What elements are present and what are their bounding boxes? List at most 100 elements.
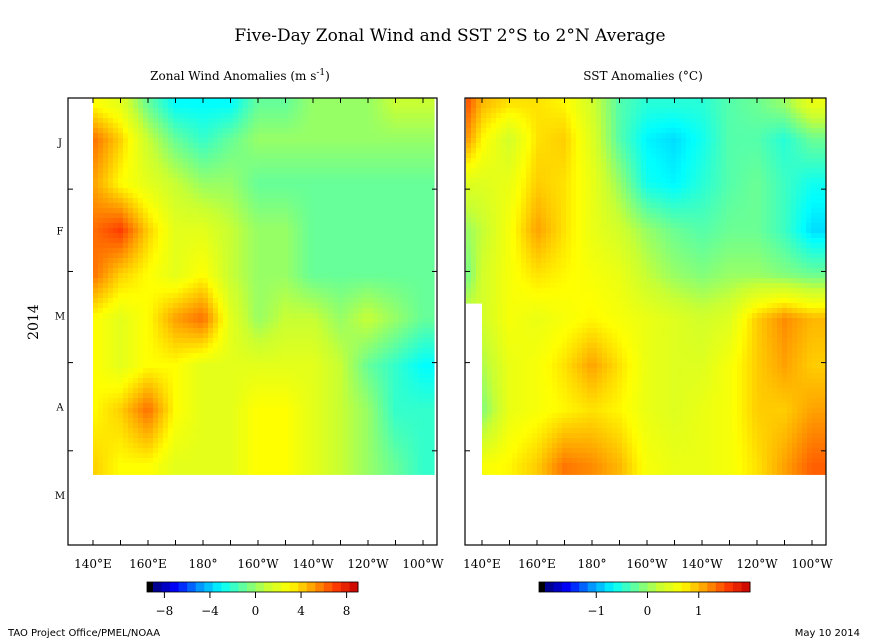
heat-cell [108,418,114,424]
heat-cell [148,148,154,154]
heat-cell [278,373,284,379]
heat-cell [303,348,309,354]
heat-cell [123,443,129,449]
heat-cell [403,403,409,409]
heat-cell [148,423,154,429]
heat-cell [153,458,159,464]
heat-cell [373,173,379,179]
heat-cell [348,233,354,239]
heat-cell [198,168,204,174]
heat-cell [413,153,419,159]
heat-cell [178,218,184,224]
heat-cell [113,398,119,404]
heat-cell [408,408,414,414]
heat-cell [383,118,389,124]
heat-cell [153,273,159,279]
heat-cell [163,353,169,359]
heat-cell [353,238,359,244]
heat-cell [113,283,119,289]
heat-cell [328,223,334,229]
heat-cell [298,338,304,344]
heat-cell [143,288,149,294]
heat-cell [388,138,394,144]
heat-cell [318,103,324,109]
heat-cell [413,448,419,454]
heat-cell [188,338,194,344]
heat-cell [223,403,229,409]
heat-cell [128,148,134,154]
heat-cell [303,368,309,374]
heat-cell [218,283,224,289]
heat-cell [353,173,359,179]
heat-cell [308,368,314,374]
heat-cell [173,443,179,449]
heat-cell [353,408,359,414]
heat-cell [208,348,214,354]
heat-cell [293,158,299,164]
heat-cell [153,343,159,349]
heat-cell [303,343,309,349]
heat-cell [148,458,154,464]
heat-cell [168,383,174,389]
heat-cell [268,138,274,144]
heat-cell [173,268,179,274]
heat-cell [173,348,179,354]
heat-cell [298,353,304,359]
heat-cell [108,373,114,379]
heat-cell [188,108,194,114]
heat-cell [323,328,329,334]
heat-cell [268,453,274,459]
heat-cell [193,208,199,214]
heat-cell [408,233,414,239]
heat-cell [203,258,209,264]
heat-cell [268,388,274,394]
heat-cell [298,293,304,299]
heat-cell [148,123,154,129]
heat-cell [93,453,99,459]
heat-cell [273,208,279,214]
heat-cell [133,373,139,379]
heat-cell [263,313,269,319]
heat-cell [368,363,374,369]
heat-cell [113,263,119,269]
heat-cell [223,433,229,439]
heat-cell [108,393,114,399]
heat-cell [198,383,204,389]
heat-cell [338,138,344,144]
heat-cell [198,328,204,334]
heat-cell [268,358,274,364]
heat-cell [98,163,104,169]
heat-cell [183,458,189,464]
heat-cell [173,323,179,329]
heat-cell [278,298,284,304]
heat-cell [113,373,119,379]
heat-cell [368,378,374,384]
heat-cell [248,218,254,224]
heat-cell [188,203,194,209]
heat-cell [258,193,264,199]
heat-cell [263,228,269,234]
heat-cell [253,188,259,194]
heat-cell [113,393,119,399]
heat-cell [98,123,104,129]
heat-cell [108,458,114,464]
heat-cell [148,153,154,159]
heat-cell [153,388,159,394]
heat-cell [398,228,404,234]
heat-cell [208,448,214,454]
heat-cell [383,138,389,144]
heat-cell [368,453,374,459]
heat-cell [168,313,174,319]
heat-cell [143,153,149,159]
heat-cell [388,173,394,179]
heat-cell [98,293,104,299]
heat-cell [158,353,164,359]
heat-cell [278,143,284,149]
heat-cell [118,393,124,399]
heat-cell [198,413,204,419]
heat-cell [378,253,384,259]
heat-cell [298,183,304,189]
heat-cell [403,433,409,439]
heat-cell [288,388,294,394]
heat-cell [298,138,304,144]
